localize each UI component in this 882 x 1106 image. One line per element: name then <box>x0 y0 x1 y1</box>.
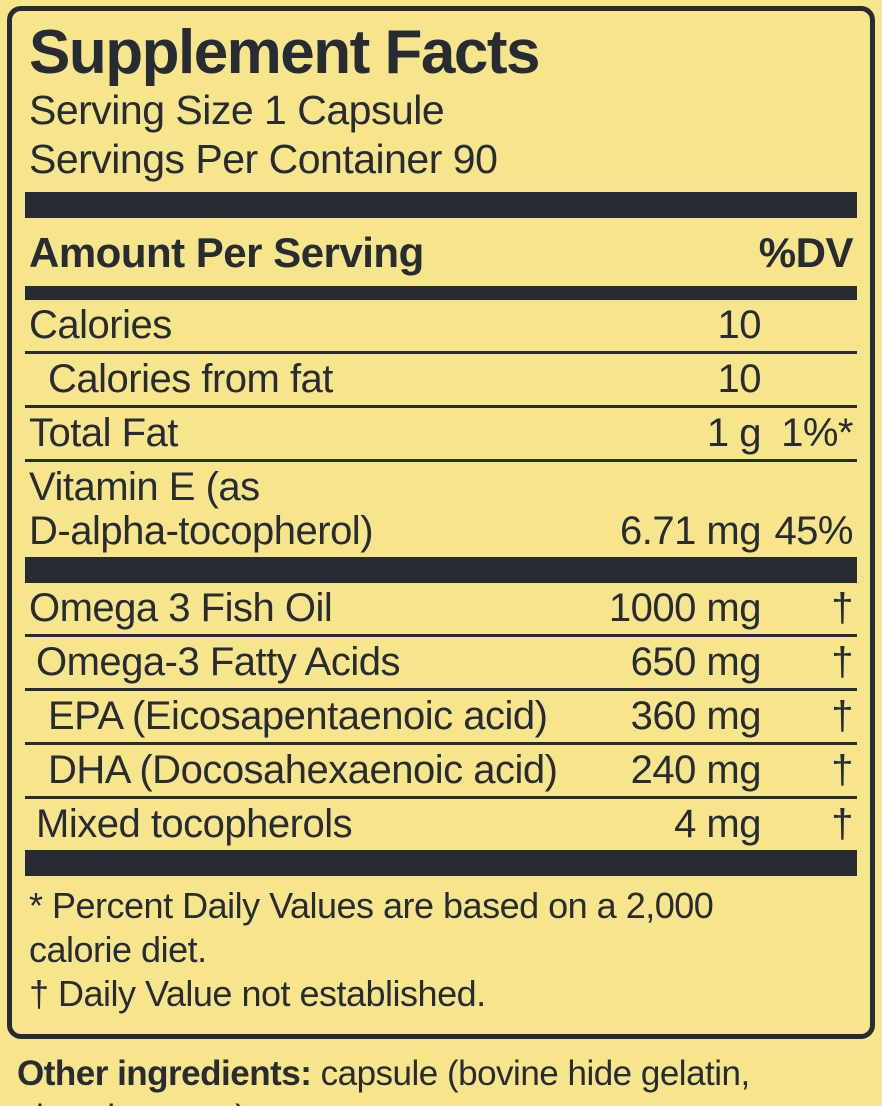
nutrient-name: Calories from fat <box>48 357 333 402</box>
serving-size: Serving Size 1 Capsule <box>29 87 445 134</box>
nutrient-row: Mixed tocopherols 4 mg † <box>25 796 857 850</box>
nutrient-name: Mixed tocopherols <box>36 802 353 847</box>
nutrient-section-main: Calories 10 Calories from fat 10 Total F… <box>25 300 857 557</box>
footnotes: * Percent Daily Values are based on a 2,… <box>25 876 857 1024</box>
nutrient-dv: 45% <box>774 509 853 554</box>
nutrient-dv: † <box>831 640 853 685</box>
nutrient-row: Total Fat 1 g 1%* <box>25 405 857 459</box>
servings-per-container: Servings Per Container 90 <box>29 136 498 183</box>
nutrient-name: EPA (Eicosapentaenoic acid) <box>48 694 548 739</box>
nutrient-name: Vitamin E (as D-alpha-tocopherol) <box>29 465 374 554</box>
nutrient-amount: 6.71 mg <box>619 509 762 554</box>
nutrient-dv: † <box>831 694 853 739</box>
footnote-dagger: † Daily Value not established. <box>29 973 486 1015</box>
column-header-row: Amount Per Serving %DV <box>25 218 857 286</box>
thick-divider <box>25 192 857 219</box>
nutrient-row: Calories from fat 10 <box>25 351 857 405</box>
nutrient-row: Vitamin E (as D-alpha-tocopherol) 6.71 m… <box>25 459 857 557</box>
nutrient-amount: 4 mg <box>674 802 761 847</box>
nutrient-section-omega: Omega 3 Fish Oil 1000 mg † Omega-3 Fatty… <box>25 583 857 850</box>
thin-divider <box>25 286 857 301</box>
nutrient-row: EPA (Eicosapentaenoic acid) 360 mg † <box>25 688 857 742</box>
nutrient-dv: † <box>831 802 853 847</box>
nutrient-name: DHA (Docosahexaenoic acid) <box>48 748 558 793</box>
thick-divider <box>25 850 857 877</box>
nutrient-amount: 1 g <box>706 411 762 456</box>
nutrient-amount: 240 mg <box>630 748 762 793</box>
nutrient-amount: 360 mg <box>630 694 762 739</box>
nutrient-name: Omega 3 Fish Oil <box>29 586 333 631</box>
nutrient-name: Omega-3 Fatty Acids <box>36 640 400 685</box>
nutrient-row: DHA (Docosahexaenoic acid) 240 mg † <box>25 742 857 796</box>
percent-dv-header: %DV <box>758 229 854 277</box>
nutrient-amount: 1000 mg <box>608 586 762 631</box>
nutrient-row: Calories 10 <box>25 300 857 351</box>
nutrient-dv: † <box>831 748 853 793</box>
nutrient-amount: 10 <box>717 303 762 348</box>
nutrient-row: Omega-3 Fatty Acids 650 mg † <box>25 634 857 688</box>
nutrient-amount: 650 mg <box>630 640 762 685</box>
nutrient-row: Omega 3 Fish Oil 1000 mg † <box>25 583 857 634</box>
other-ingredients-text: capsule (bovine hide gelatin, glycerin, … <box>17 1054 750 1106</box>
nutrient-dv: 1%* <box>781 411 853 456</box>
nutrient-name: Calories <box>29 303 172 348</box>
footnote-percent-dv: * Percent Daily Values are based on a 2,… <box>29 885 714 971</box>
other-ingredients: Other ingredients: capsule (bovine hide … <box>0 1052 882 1106</box>
panel-title: Supplement Facts <box>29 18 541 87</box>
amount-per-serving-header: Amount Per Serving <box>29 229 424 277</box>
other-ingredients-label: Other ingredients: <box>17 1054 312 1093</box>
thick-divider <box>25 557 857 584</box>
nutrient-name: Total Fat <box>29 411 178 456</box>
nutrient-amount: 10 <box>717 357 762 402</box>
supplement-facts-panel: Supplement Facts Serving Size 1 Capsule … <box>7 6 875 1039</box>
nutrient-dv: † <box>831 586 853 631</box>
